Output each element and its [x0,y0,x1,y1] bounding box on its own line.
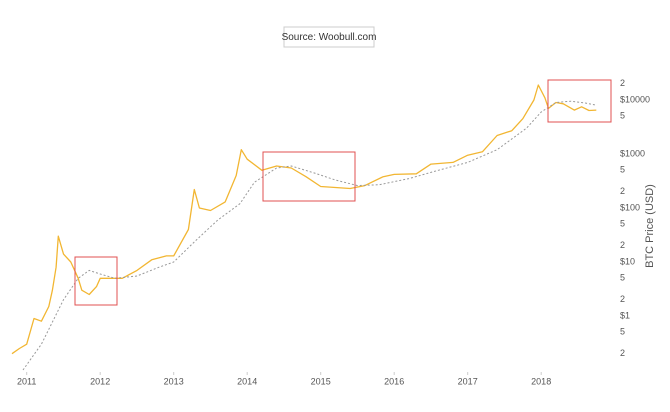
x-tick-label: 2014 [237,376,257,386]
y-tick-label: $10 [620,256,635,266]
y-tick-label: $1 [620,310,630,320]
x-tick-label: 2015 [311,376,331,386]
y-tick-label: 5 [620,327,625,337]
y-tick-label: 2 [620,186,625,196]
y-tick-label: $100 [620,202,640,212]
highlight-box [547,79,612,123]
x-tick-label: 2018 [531,376,551,386]
x-tick-label: 2016 [384,376,404,386]
y-tick-label: 5 [620,165,625,175]
highlight-box [74,256,118,306]
plot: 2 $10000 5 $1000 5 2 $100 5 2 $10 5 2 $1 5 2 2011 2012 20… [11,78,650,386]
source-box [283,26,375,48]
y-tick-label: $1000 [620,148,645,158]
y-axis-title: BTC Price (USD) [644,184,656,268]
y-tick-label: 2 [620,240,625,250]
x-tick-label: 2011 [17,376,36,386]
highlight-box [262,151,356,202]
x-tick-label: 2013 [164,376,184,386]
y-tick-label: 5 [620,111,625,121]
x-tick-label: 2017 [458,376,478,386]
y-tick-label: 2 [620,294,625,304]
y-tick-label: 5 [620,219,625,229]
y-tick-label: $10000 [620,94,650,104]
source: Source: Woobull.com [282,32,377,43]
y-tick-label: 2 [620,78,625,88]
moving-average-line [22,100,597,371]
x-tick-label: 2012 [90,376,110,386]
y-tick-label: 5 [620,273,625,283]
y-tick-label: 2 [620,348,625,358]
price-line [11,84,597,355]
